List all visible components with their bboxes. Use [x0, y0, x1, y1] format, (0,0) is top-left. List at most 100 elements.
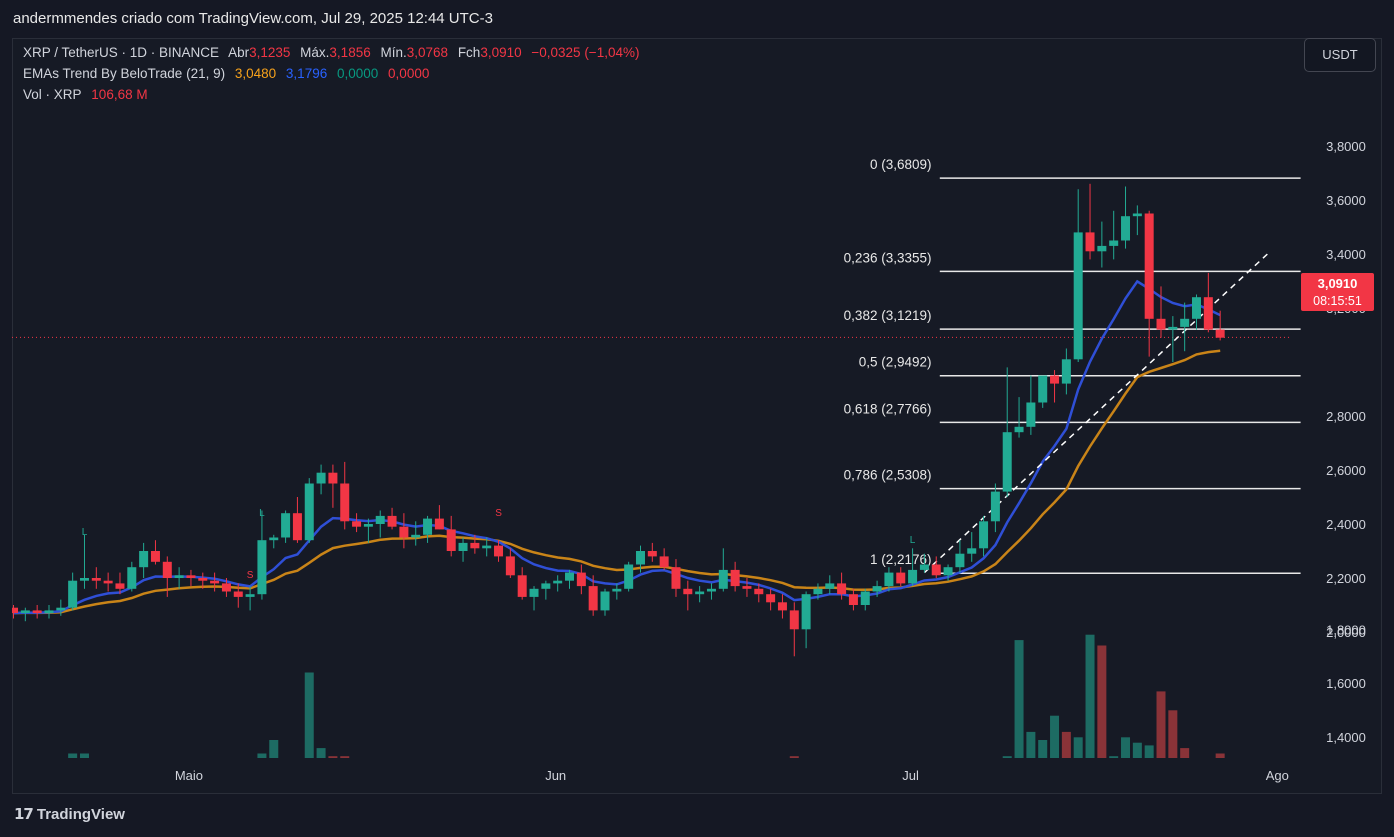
candle: [304, 478, 314, 543]
candle: [446, 515, 456, 557]
volume-bar: [1121, 737, 1131, 758]
candle: [470, 534, 480, 554]
candle-body: [399, 526, 409, 538]
candle: [1002, 367, 1012, 497]
candle: [1014, 397, 1024, 438]
volume-indicator-name[interactable]: Vol · XRP: [23, 87, 82, 102]
candle: [399, 513, 409, 549]
candle: [624, 561, 634, 592]
candle: [588, 575, 598, 616]
candle-body: [517, 575, 527, 597]
volume-bar: [1085, 634, 1095, 758]
candle: [635, 545, 645, 573]
candle-body: [967, 548, 977, 554]
volume-bar: [1026, 731, 1036, 758]
candle: [1215, 310, 1225, 341]
signal-marker: S: [247, 570, 254, 581]
candle-body: [174, 575, 184, 578]
candle-body: [363, 524, 373, 527]
price-tick-label: 1,6000: [1326, 676, 1366, 691]
ema-legend: EMAs Trend By BeloTrade (21, 9) 3,0480 3…: [23, 66, 429, 81]
candle: [68, 572, 78, 611]
candle-body: [56, 607, 66, 611]
change-value: −0,0325 (−1,04%): [531, 45, 640, 60]
candle-body: [103, 580, 113, 584]
candle-body: [186, 575, 196, 578]
low-value: 3,0768: [406, 45, 449, 60]
candle-body: [257, 540, 267, 595]
candle-body: [742, 586, 752, 589]
candle: [174, 567, 184, 589]
candle-body: [1050, 375, 1060, 384]
volume-bar: [789, 756, 799, 758]
candle-body: [1144, 213, 1154, 319]
ema-value-4: 0,0000: [388, 66, 430, 81]
close-value: 3,0910: [480, 45, 522, 60]
candle-body: [600, 591, 610, 611]
candle: [103, 572, 113, 592]
candle: [612, 583, 622, 600]
volume-bar: [1061, 731, 1071, 758]
candle: [872, 580, 882, 597]
price-tick-label: 3,8000: [1326, 139, 1366, 154]
candle: [565, 569, 575, 589]
candle: [1050, 370, 1060, 403]
candle-body: [269, 537, 279, 541]
volume-bar: [316, 748, 326, 758]
candle: [683, 580, 693, 611]
candle-body: [162, 561, 172, 578]
candle: [706, 583, 716, 600]
candle: [979, 515, 989, 557]
candle: [1144, 210, 1154, 357]
candle-body: [139, 551, 149, 568]
low-label: Mín.: [380, 45, 407, 60]
candle: [671, 559, 681, 597]
candle-body: [1073, 232, 1083, 360]
candle-body: [635, 551, 645, 565]
candle-body: [860, 591, 870, 605]
candle: [434, 505, 444, 530]
candle-body: [1026, 402, 1036, 427]
price-tick-label: 1,8000: [1326, 622, 1366, 637]
currency-button[interactable]: USDT: [1304, 38, 1376, 72]
candle: [896, 567, 906, 587]
candle: [363, 518, 373, 543]
candle: [375, 510, 385, 538]
volume-bar: [1132, 742, 1142, 758]
price-chart[interactable]: 0 (3,6809) 0,236 (3,3355) 0,382 (3,1219) 0,…: [12, 38, 1382, 794]
candle-body: [777, 602, 787, 611]
candle: [91, 567, 101, 589]
candle-body: [340, 483, 350, 522]
candle-body: [1061, 359, 1071, 384]
candle-body: [718, 569, 728, 589]
price-tick-label: 2,8000: [1326, 409, 1366, 424]
symbol-label[interactable]: XRP / TetherUS · 1D · BINANCE: [23, 45, 220, 60]
candle-body: [1085, 232, 1095, 252]
fib-level-label: 1 (2,2176): [870, 552, 932, 567]
candle: [505, 548, 515, 578]
candle-body: [233, 591, 243, 597]
candle-body: [91, 578, 101, 581]
current-price-value: 3,0910: [1317, 276, 1358, 291]
candle-body: [896, 572, 906, 584]
time-tick-label: Jun: [545, 768, 566, 783]
candle: [32, 605, 42, 619]
candle: [777, 594, 787, 619]
candle: [162, 556, 172, 597]
tradingview-logo[interactable]: 17 TradingView: [14, 805, 125, 823]
volume-bar: [1014, 640, 1024, 758]
volume-bar: [1073, 737, 1083, 758]
price-axis: 3,80003,60003,40003,20002,80002,60002,40…: [1326, 139, 1366, 745]
candle: [1168, 316, 1178, 362]
candle-body: [328, 472, 338, 484]
candle: [494, 540, 504, 562]
candle: [56, 599, 66, 616]
ema-indicator-name[interactable]: EMAs Trend By BeloTrade (21, 9): [23, 66, 226, 81]
trendline: [923, 253, 1268, 574]
candle-body: [943, 567, 953, 576]
price-tick-label: 2,2000: [1326, 571, 1366, 586]
candle: [1038, 375, 1048, 408]
candle-body: [375, 515, 385, 524]
time-tick-label: Jul: [902, 768, 919, 783]
candle: [919, 553, 929, 573]
